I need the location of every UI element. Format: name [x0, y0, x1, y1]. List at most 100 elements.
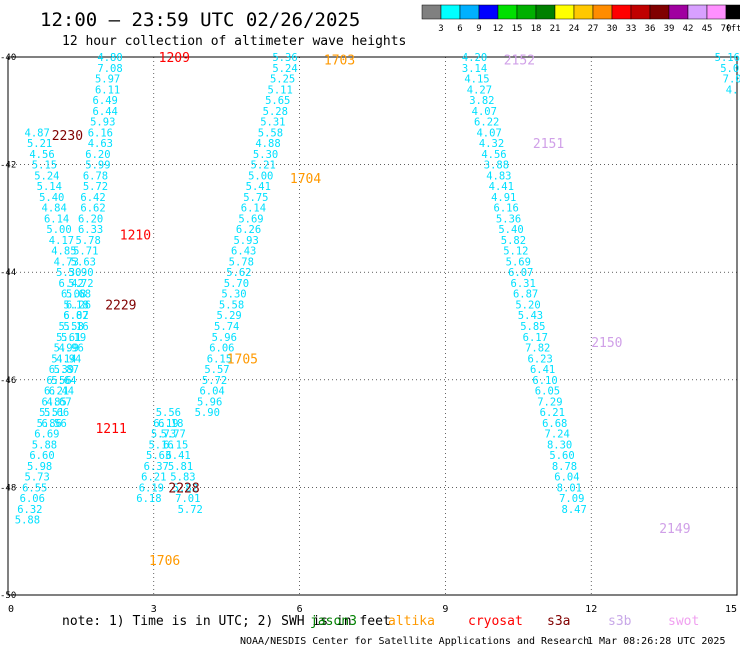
- wave-height-label: 5.72: [83, 181, 108, 193]
- map-grid: [8, 57, 737, 595]
- pass-time-label: 1210: [120, 229, 151, 244]
- y-tick-label: -50: [0, 591, 16, 601]
- wave-height-label: 6.68: [542, 418, 567, 430]
- wave-height-label: 5.00: [248, 170, 273, 182]
- wave-height-label: 3.14: [462, 63, 487, 75]
- wave-height-label: 7.0: [723, 74, 740, 86]
- pass-time-label: 2152: [504, 54, 535, 69]
- wave-height-label: 6.15: [207, 353, 232, 365]
- wave-height-label: 6.18: [158, 418, 183, 430]
- wave-height-label: 5.99: [85, 160, 110, 172]
- footer-timestamp: 1 Mar 08:26:28 UTC 2025: [587, 636, 725, 647]
- wave-height-label: 5.72: [202, 375, 227, 387]
- wave-height-label: 4.32: [479, 138, 504, 150]
- color-scale-unit: (ft): [725, 24, 740, 34]
- color-scale-label: 36: [645, 24, 656, 34]
- color-scale-label: 15: [512, 24, 523, 34]
- color-swatch: [687, 4, 708, 20]
- wave-height-label: 4.56: [29, 149, 54, 161]
- wave-height-label: 6.42: [80, 192, 105, 204]
- wave-height-label: 5.00: [46, 224, 71, 236]
- wave-height-label: 5.78: [229, 256, 254, 268]
- wave-height-label: 6.21: [44, 386, 69, 398]
- wave-height-label: 5.81: [168, 461, 193, 473]
- wave-height-label: 6.43: [231, 246, 256, 258]
- wave-height-label: 5.30: [253, 149, 278, 161]
- wave-height-points: 4.807.085.976.116.496.445.936.164.636.20…: [15, 52, 740, 527]
- color-scale-label: 45: [702, 24, 713, 34]
- wave-height-label: 5.90: [195, 407, 220, 419]
- y-tick-label: -44: [0, 268, 16, 278]
- wave-height-label: 4.80: [97, 52, 122, 64]
- color-scale-label: 42: [683, 24, 694, 34]
- wave-height-label: 7.08: [97, 63, 122, 75]
- color-swatch: [516, 4, 537, 20]
- wave-height-label: 7.01: [175, 493, 200, 505]
- color-swatch: [668, 4, 689, 20]
- color-scale-label: 6: [457, 24, 462, 34]
- wave-height-label: 6.17: [523, 332, 548, 344]
- wave-height-label: 5.24: [34, 170, 59, 182]
- page-subtitle: 12 hour collection of altimeter wave hei…: [62, 34, 406, 49]
- wave-height-label: 5.12: [503, 246, 528, 258]
- pass-time-label: 1704: [290, 172, 321, 187]
- pass-time-label: 2230: [52, 129, 83, 144]
- wave-height-label: 4.: [726, 84, 739, 96]
- wave-height-label: 5.30: [56, 267, 81, 279]
- wave-height-label: 5.25: [270, 74, 295, 86]
- wave-height-label: 6.06: [209, 343, 234, 355]
- satellite-legend: jason3 altika cryosat s3a s3b swot: [310, 614, 699, 629]
- pass-time-label: 1703: [324, 54, 355, 69]
- color-scale-label: 30: [607, 24, 618, 34]
- wave-height-label: 5.58: [219, 299, 244, 311]
- pass-time-label: 2151: [533, 137, 564, 152]
- wave-height-label: 8.30: [547, 439, 572, 451]
- wave-height-label: 6.14: [241, 203, 266, 215]
- wave-height-label: 5.97: [95, 74, 120, 86]
- color-swatch: [535, 4, 556, 20]
- wave-height-label: 6.55: [22, 482, 47, 494]
- wave-height-label: 5.74: [214, 321, 239, 333]
- map-plot-area: [7, 56, 738, 596]
- x-tick-label: 0: [8, 604, 14, 615]
- wave-height-label: 6.87: [513, 289, 538, 301]
- wave-height-label: 4.91: [491, 192, 516, 204]
- wave-height-label: 6.44: [93, 106, 118, 118]
- plot-border: [7, 56, 738, 596]
- wave-height-label: 6.41: [530, 364, 555, 376]
- wave-height-label: 6.19: [139, 482, 164, 494]
- wave-height-label: 5.15: [32, 160, 57, 172]
- wave-height-label: 5.72: [68, 278, 93, 290]
- color-swatch: [554, 4, 575, 20]
- wave-height-label: 6.23: [528, 353, 553, 365]
- wave-height-label: 6.19: [153, 418, 178, 430]
- wave-height-label: 5.69: [238, 213, 263, 225]
- wave-height-label: 6.44: [49, 386, 74, 398]
- wave-height-label: 6.26: [236, 224, 261, 236]
- wave-height-label: 6.62: [80, 203, 105, 215]
- wave-height-label: 5.69: [506, 256, 531, 268]
- wave-height-label: 8.47: [562, 504, 587, 516]
- wave-height-label: 6.02: [63, 310, 88, 322]
- color-swatch: [611, 4, 632, 20]
- wave-height-label: 4.63: [88, 138, 113, 150]
- map-axes: 0 3 6 9 12 15 -40 -42 -44 -46 -48 -50: [0, 53, 737, 615]
- wave-height-label: 5.78: [76, 235, 101, 247]
- x-tick-label: 9: [442, 604, 448, 615]
- wave-height-label: 5.77: [161, 429, 186, 441]
- wave-height-label: 5.60: [549, 450, 574, 462]
- wave-height-label: 5.96: [212, 332, 237, 344]
- legend-item-swot: swot: [668, 614, 699, 629]
- wave-height-label: 4.85: [51, 246, 76, 258]
- wave-height-label: 6.07: [508, 267, 533, 279]
- wave-height-label: 5.99: [54, 343, 79, 355]
- wave-height-label: 5.36: [496, 213, 521, 225]
- wave-height-label: 6.04: [199, 386, 224, 398]
- color-scale-label: 9: [476, 24, 481, 34]
- wave-height-label: 5.73: [151, 429, 176, 441]
- pass-time-label: 2229: [105, 298, 136, 313]
- wave-height-label: 5.66: [44, 407, 69, 419]
- wave-height-label: 6.14: [44, 213, 69, 225]
- pass-time-label: 2150: [591, 336, 622, 351]
